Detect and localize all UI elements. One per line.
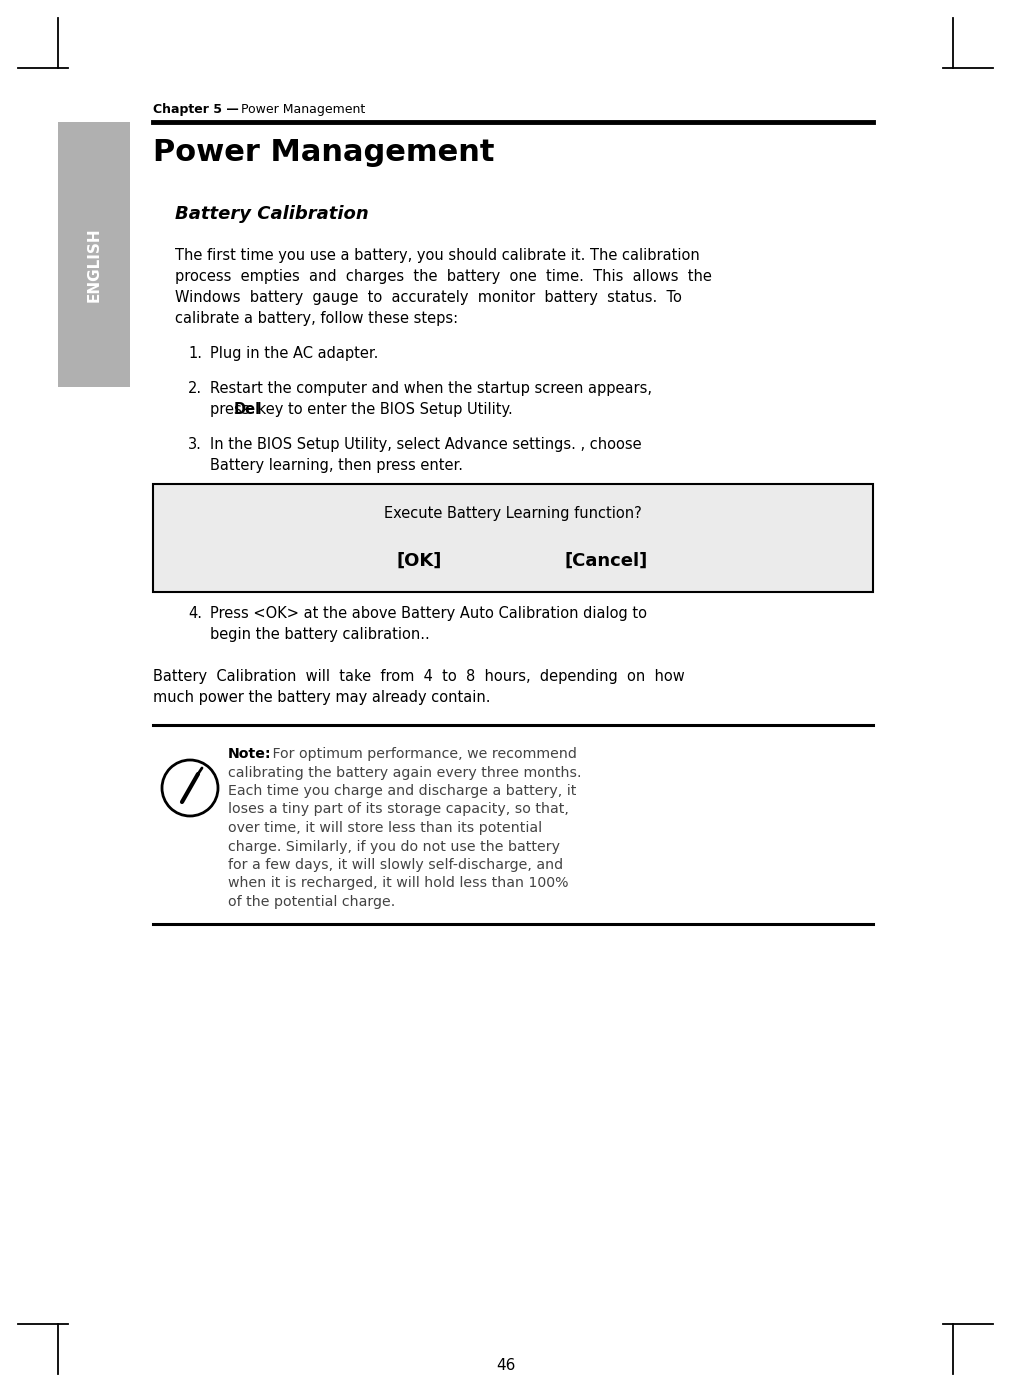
Text: For optimum performance, we recommend: For optimum performance, we recommend [268,748,577,761]
Text: 2.: 2. [188,381,202,395]
Text: ENGLISH: ENGLISH [87,227,101,302]
Text: [Cancel]: [Cancel] [565,553,648,569]
Text: Battery Calibration: Battery Calibration [175,205,369,223]
Text: Plug in the AC adapter.: Plug in the AC adapter. [210,347,378,361]
Text: process  empties  and  charges  the  battery  one  time.  This  allows  the: process empties and charges the battery … [175,269,712,284]
Text: 3.: 3. [188,437,202,452]
Text: of the potential charge.: of the potential charge. [228,895,395,909]
Text: charge. Similarly, if you do not use the battery: charge. Similarly, if you do not use the… [228,839,560,853]
Text: Del: Del [234,402,261,418]
Text: much power the battery may already contain.: much power the battery may already conta… [153,690,490,704]
Text: Power Management: Power Management [153,138,494,167]
Text: 46: 46 [496,1359,516,1373]
Text: press: press [210,402,254,418]
Text: begin the battery calibration..: begin the battery calibration.. [210,626,430,642]
Text: Battery learning, then press enter.: Battery learning, then press enter. [210,458,463,473]
Text: In the BIOS Setup Utility, select Advance settings. , choose: In the BIOS Setup Utility, select Advanc… [210,437,642,452]
Text: Power Management: Power Management [237,103,365,116]
Text: over time, it will store less than its potential: over time, it will store less than its p… [228,821,542,835]
Text: 1.: 1. [188,347,202,361]
Text: loses a tiny part of its storage capacity, so that,: loses a tiny part of its storage capacit… [228,803,569,817]
Text: Chapter 5 —: Chapter 5 — [153,103,239,116]
Text: when it is recharged, it will hold less than 100%: when it is recharged, it will hold less … [228,877,568,891]
Text: Battery  Calibration  will  take  from  4  to  8  hours,  depending  on  how: Battery Calibration will take from 4 to … [153,670,684,683]
Text: Press <OK> at the above Battery Auto Calibration dialog to: Press <OK> at the above Battery Auto Cal… [210,606,647,621]
Text: [OK]: [OK] [396,553,442,569]
Text: Windows  battery  gauge  to  accurately  monitor  battery  status.  To: Windows battery gauge to accurately moni… [175,290,681,305]
Text: Restart the computer and when the startup screen appears,: Restart the computer and when the startu… [210,381,652,395]
FancyBboxPatch shape [58,122,130,387]
Text: key to enter the BIOS Setup Utility.: key to enter the BIOS Setup Utility. [253,402,513,418]
FancyBboxPatch shape [153,484,874,592]
Text: Each time you charge and discharge a battery, it: Each time you charge and discharge a bat… [228,784,576,798]
Text: calibrating the battery again every three months.: calibrating the battery again every thre… [228,766,581,780]
Text: for a few days, it will slowly self-discharge, and: for a few days, it will slowly self-disc… [228,857,563,871]
Text: 4.: 4. [188,606,202,621]
Text: Note:: Note: [228,748,272,761]
Text: The first time you use a battery, you should calibrate it. The calibration: The first time you use a battery, you sh… [175,248,700,263]
Text: Execute Battery Learning function?: Execute Battery Learning function? [384,507,642,521]
Text: calibrate a battery, follow these steps:: calibrate a battery, follow these steps: [175,310,458,326]
